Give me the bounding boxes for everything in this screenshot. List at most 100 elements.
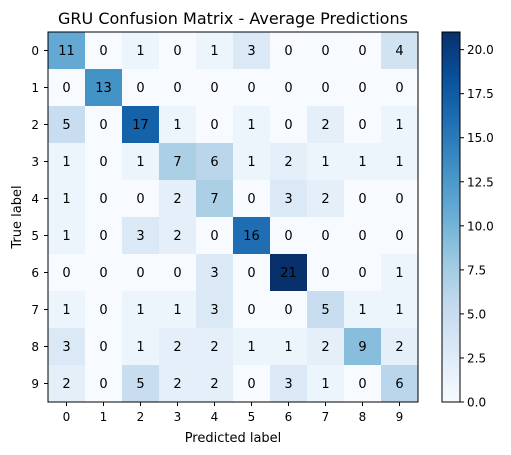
y-axis-label: True label (10, 185, 25, 249)
cell-value: 4 (395, 44, 403, 59)
cell-value: 0 (210, 118, 218, 133)
cell-value: 1 (321, 377, 329, 392)
heatmap-cell (196, 291, 234, 329)
heatmap-cell (48, 217, 86, 255)
heatmap-cell (122, 180, 160, 218)
cell-value: 0 (395, 192, 403, 207)
cell-value: 2 (173, 377, 181, 392)
cell-value: 0 (284, 118, 292, 133)
x-tick-label: 3 (174, 410, 182, 424)
heatmap-cell (270, 365, 308, 403)
heatmap-cell (344, 365, 382, 403)
heatmap-cell (307, 217, 345, 255)
cell-value: 1 (136, 340, 144, 355)
heatmap-cell (159, 365, 197, 403)
cell-value: 1 (62, 229, 70, 244)
heatmap-cell (85, 217, 123, 255)
heatmap-cell (270, 328, 308, 366)
heatmap-cell (48, 32, 86, 70)
heatmap-cell (381, 328, 419, 366)
cell-value: 1 (247, 118, 255, 133)
x-axis-ticks: 0 1 2 3 4 5 6 7 8 9 (63, 402, 404, 424)
heatmap-cell (48, 106, 86, 144)
cell-value: 1 (321, 155, 329, 170)
cell-value: 0 (358, 229, 366, 244)
cell-value: 6 (210, 155, 218, 170)
y-tick-label: 2 (31, 118, 39, 132)
heatmap-cell (233, 106, 271, 144)
heatmap-cell (48, 254, 86, 292)
heatmap-cell (381, 32, 419, 70)
heatmap-cell (307, 180, 345, 218)
heatmap-cell (381, 180, 419, 218)
cell-value: 5 (136, 377, 144, 392)
cell-value: 3 (62, 340, 70, 355)
heatmap-cell (344, 217, 382, 255)
heatmap-cell (122, 69, 160, 107)
cell-value: 1 (136, 303, 144, 318)
heatmap-cell (344, 32, 382, 70)
heatmap-cell (381, 365, 419, 403)
cell-value: 9 (358, 340, 366, 355)
heatmap-cell (233, 328, 271, 366)
cell-value: 0 (99, 155, 107, 170)
cell-value: 1 (284, 340, 292, 355)
heatmap-cell (122, 291, 160, 329)
heatmap-cell (233, 254, 271, 292)
heatmap-cell (159, 291, 197, 329)
colorbar (441, 31, 461, 403)
plot-frame (47, 31, 419, 403)
heatmap-cell (270, 69, 308, 107)
cell-value: 2 (173, 229, 181, 244)
cell-value: 0 (136, 266, 144, 281)
cell-value: 0 (99, 44, 107, 59)
cell-value: 0 (284, 81, 292, 96)
cell-value: 0 (99, 340, 107, 355)
cell-value: 0 (99, 118, 107, 133)
colorbar-tick-label: 20.0 (467, 43, 494, 57)
cell-value: 0 (99, 303, 107, 318)
heatmap-cell (344, 69, 382, 107)
heatmap-cell (381, 106, 419, 144)
heatmap-cell (159, 106, 197, 144)
y-tick-label: 0 (31, 44, 39, 58)
cell-value: 1 (395, 155, 403, 170)
heatmap-cell (307, 32, 345, 70)
heatmap-cell (270, 291, 308, 329)
chart-title: GRU Confusion Matrix - Average Predictio… (58, 9, 408, 28)
heatmap-cell (196, 32, 234, 70)
x-tick-label: 9 (396, 410, 404, 424)
x-tick-label: 7 (322, 410, 330, 424)
cell-value: 0 (173, 44, 181, 59)
cell-value: 0 (321, 266, 329, 281)
cell-value: 0 (284, 229, 292, 244)
cell-value: 0 (358, 266, 366, 281)
heatmap-cell (122, 328, 160, 366)
x-tick-label: 1 (100, 410, 108, 424)
cell-value: 0 (247, 192, 255, 207)
heatmap-cell (159, 254, 197, 292)
heatmap-cell (270, 106, 308, 144)
cell-value: 1 (136, 155, 144, 170)
heatmap-cell (122, 143, 160, 181)
heatmap-cell (196, 328, 234, 366)
cell-value: 3 (210, 303, 218, 318)
heatmap-cell (344, 328, 382, 366)
y-tick-label: 6 (31, 266, 39, 280)
heatmap-cell (381, 291, 419, 329)
heatmap-cell (196, 180, 234, 218)
y-axis-ticks: 0 1 2 3 4 5 6 7 8 9 (31, 44, 48, 391)
y-tick-label: 9 (31, 377, 39, 391)
heatmap-cell (196, 106, 234, 144)
cell-value: 0 (284, 44, 292, 59)
heatmap-cells (48, 32, 419, 403)
cell-value: 0 (321, 81, 329, 96)
heatmap-cell (344, 143, 382, 181)
cell-value: 3 (136, 229, 144, 244)
x-tick-label: 2 (137, 410, 145, 424)
cell-value: 13 (95, 81, 112, 96)
x-tick-label: 4 (211, 410, 219, 424)
heatmap-cell (122, 106, 160, 144)
colorbar-tick-label: 15.0 (467, 131, 494, 145)
